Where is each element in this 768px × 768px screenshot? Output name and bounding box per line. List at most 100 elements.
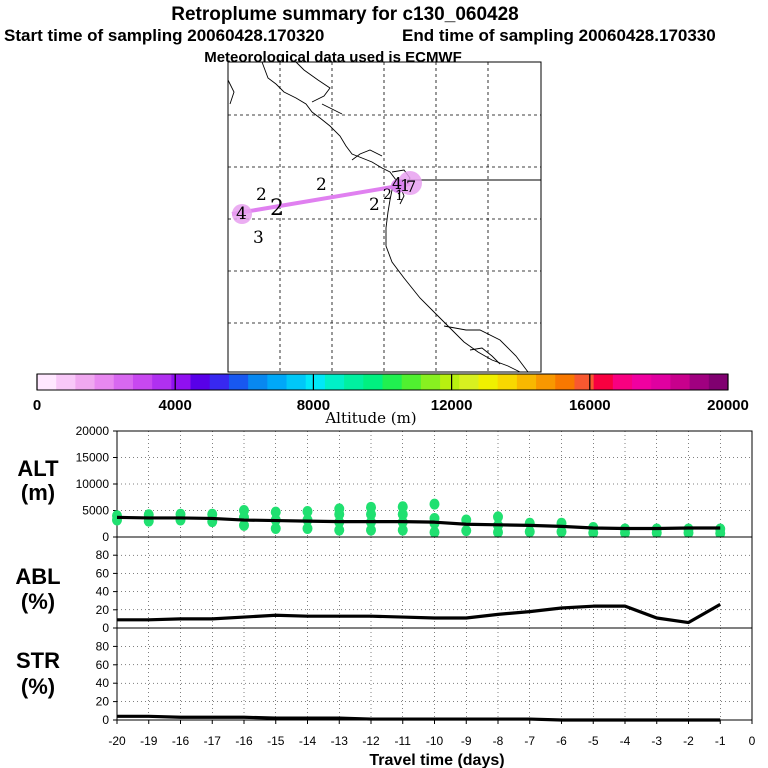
colorbar-swatch: [267, 374, 288, 390]
colorbar-swatch: [209, 374, 230, 390]
y-tick-label: 20000: [76, 424, 110, 438]
colorbar-ticks: 0 4000 8000 12000 16000 20000: [33, 374, 749, 414]
plume-track: [231, 182, 411, 216]
altitude-sample-dot: [397, 524, 408, 536]
colorbar-swatch: [37, 374, 57, 390]
time-series-panels: 05000100001500020000ALT(m)020406080ABL(%…: [15, 424, 753, 727]
colorbar-swatch: [670, 374, 691, 390]
map-label: 1: [395, 188, 404, 204]
map-label: 2: [369, 195, 380, 215]
series-line-abl: [117, 602, 722, 625]
x-tick-label: -20: [108, 734, 126, 748]
altitude-sample-dot: [239, 519, 249, 531]
x-axis-label: Travel time (days): [369, 752, 504, 768]
colorbar-swatch: [94, 374, 115, 390]
start-time-label: Start time of sampling 20060428.170320: [4, 26, 324, 45]
altitude-sample-dot: [270, 523, 281, 535]
map-label: 1: [400, 176, 410, 195]
panel-unit: (%): [21, 674, 55, 699]
map-label: 4: [236, 204, 247, 224]
receptor-marker-small: [391, 179, 405, 193]
altitude-sample-dot: [239, 505, 249, 516]
y-tick-label: 60: [96, 658, 110, 672]
colorbar-swatch: [132, 374, 153, 390]
y-tick-label: 20: [96, 603, 110, 617]
travel-time-axis: -20 -19 -16 -17 -16 -15 -14 -13 -12 -11 -10 -9 -8 -7-…: [108, 720, 756, 748]
altitude-sample-dot: [429, 498, 440, 510]
colorbar-swatch: [478, 374, 499, 390]
y-tick-label: 60: [96, 566, 110, 580]
panel-title: STR: [16, 648, 60, 673]
altitude-sample-dot: [524, 526, 535, 538]
altitude-sample-dot: [334, 524, 345, 536]
panel-unit: (m): [21, 480, 55, 505]
colorbar-swatch: [555, 374, 575, 390]
x-tick-label: -10: [426, 734, 444, 748]
map-panel: 4 2 2 2 3 2 4 1 7 2 1: [227, 61, 542, 373]
colorbar-swatch: [363, 374, 383, 390]
colorbar-swatch: [171, 374, 192, 390]
panel-title: ALT: [17, 456, 59, 481]
map-label: 3: [253, 228, 264, 248]
panel-alt: 0 5000 10000 15000 20000 ALT(m): [17, 424, 753, 544]
altitude-sample-dot: [461, 525, 472, 537]
colorbar-swatch: [651, 374, 671, 390]
x-tick-label: -15: [267, 734, 285, 748]
colorbar-tick-label: 8000: [297, 397, 330, 414]
y-tick-label: 20: [96, 695, 110, 709]
map-label: 2: [256, 185, 267, 205]
y-tick-label: 40: [96, 676, 110, 690]
altitude-sample-dot: [334, 503, 345, 515]
colorbar-tick-label: 16000: [569, 397, 611, 414]
colorbar-swatch: [152, 374, 172, 390]
y-tick-label: 10000: [76, 477, 110, 491]
colorbar-swatch: [632, 374, 652, 390]
colorbar-swatch: [344, 374, 364, 390]
colorbar-swatch: [248, 374, 268, 390]
series-line-str: [117, 714, 721, 722]
map-label: 2: [316, 175, 327, 195]
panel-unit: (%): [21, 589, 55, 614]
colorbar-swatch: [440, 374, 460, 390]
colorbar-label: Altitude (m): [324, 409, 416, 427]
panel-frame: [116, 536, 753, 629]
altitude-sample-dot: [366, 501, 376, 513]
colorbar-swatch: [574, 374, 595, 390]
x-tick-label: -17: [204, 734, 222, 748]
x-tick-label: 0: [749, 734, 756, 748]
altitude-sample-dot: [302, 506, 313, 518]
colorbar-swatch: [420, 374, 441, 390]
colorbar-swatch: [228, 374, 249, 390]
x-tick-label: -9: [461, 734, 472, 748]
source-marker: [232, 204, 252, 224]
altitude-sample-dot: [493, 511, 503, 523]
x-tick-label: -5: [588, 734, 599, 748]
y-tick-label: 0: [102, 713, 109, 727]
x-tick-label: -19: [140, 734, 158, 748]
colorbar-swatch: [459, 374, 479, 390]
x-tick-label: -13: [331, 734, 349, 748]
x-tick-label: -2: [683, 734, 694, 748]
altitude-sample-dot: [429, 526, 440, 538]
altitude-sample-dot: [524, 517, 535, 529]
x-tick-label: -16: [172, 734, 190, 748]
x-tick-label: -6: [556, 734, 567, 748]
political-borders: [398, 179, 541, 373]
x-tick-label: -16: [235, 734, 253, 748]
map-label: 2: [383, 187, 392, 203]
series-line-alt: [116, 515, 721, 531]
altitude-sample-dot: [270, 506, 281, 518]
colorbar-tick-label: 12000: [431, 397, 473, 414]
panel-str: 0 20 40 60 80 STR(%): [16, 627, 753, 727]
colorbar-swatch: [305, 374, 326, 390]
colorbar-swatch: [401, 374, 422, 390]
x-tick-label: -11: [395, 734, 412, 748]
altitude-colorbar: [37, 374, 729, 390]
y-tick-label: 15000: [76, 451, 110, 465]
end-time-label: End time of sampling 20060428.170330: [402, 26, 716, 45]
colorbar-swatch: [612, 374, 633, 390]
map-label: 4: [392, 174, 402, 193]
map-gridlines: [228, 62, 541, 372]
map-label: 7: [406, 177, 416, 196]
